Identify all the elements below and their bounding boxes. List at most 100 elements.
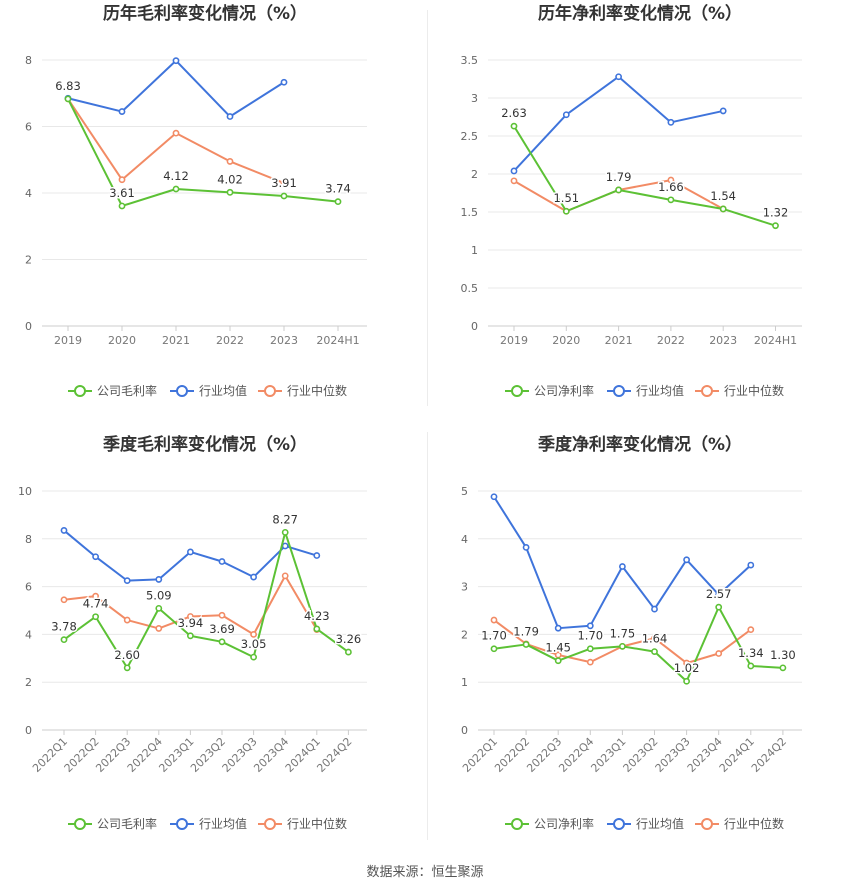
series-point-1	[250, 653, 257, 661]
series-point-3	[281, 572, 289, 580]
data-label: 1.75	[610, 626, 636, 640]
series-line-1	[513, 125, 776, 227]
data-label: 3.69	[209, 622, 235, 636]
series-point-1	[683, 677, 690, 685]
series-point-3	[226, 158, 234, 165]
data-label: 5.09	[146, 588, 172, 602]
y-tick-label: 1	[461, 676, 468, 689]
legend-item-3: 行业中位数	[258, 383, 347, 398]
data-label: 4.74	[83, 597, 109, 611]
y-tick-label: 8	[25, 54, 32, 67]
y-tick-label: 3	[461, 581, 468, 594]
y-tick-label: 4	[25, 187, 32, 200]
series-point-1	[490, 645, 498, 653]
y-tick-label: 3.5	[461, 54, 479, 67]
chart-title: 历年毛利率变化情况（%）	[103, 3, 307, 24]
series-point-1	[562, 207, 570, 215]
divider-top	[427, 10, 428, 406]
legend-label: 公司毛利率	[97, 816, 157, 831]
series-point-1	[172, 185, 180, 193]
series-point-3	[747, 626, 755, 634]
data-label: 1.30	[770, 648, 796, 662]
y-tick-label: 5	[461, 485, 468, 498]
series-line-1	[63, 531, 349, 669]
series-point-1	[155, 604, 163, 612]
series-point-3	[218, 611, 226, 619]
y-tick-label: 2	[25, 676, 32, 689]
x-tick-label: 2019	[54, 334, 82, 347]
series-point-1	[554, 657, 562, 665]
series-point-2	[683, 556, 690, 564]
series-point-1	[64, 95, 72, 103]
y-tick-label: 2.5	[461, 130, 479, 143]
data-label: 1.64	[642, 632, 668, 646]
data-label: 2.63	[501, 106, 527, 120]
series-point-1	[280, 192, 288, 200]
x-tick-label: 2020	[552, 334, 580, 347]
legend-marker	[613, 818, 625, 830]
chart-title: 季度净利率变化情况（%）	[538, 434, 742, 455]
series-line-2	[67, 59, 285, 118]
series-point-2	[747, 561, 755, 569]
series-point-1	[586, 645, 594, 653]
legend-item-1: 公司净利率	[505, 816, 594, 831]
y-tick-label: 0	[25, 724, 32, 737]
legend-label: 行业中位数	[724, 816, 784, 831]
series-point-1	[779, 664, 787, 672]
y-tick-label: 4	[25, 628, 32, 641]
chart-4: 季度净利率变化情况（%）0123452022Q12022Q22022Q32022…	[460, 434, 802, 831]
legend-item-2: 行业均值	[170, 816, 247, 831]
legend-item-2: 行业均值	[607, 816, 684, 831]
data-label: 1.70	[577, 629, 603, 643]
chart-1: 历年毛利率变化情况（%） 0 2 4 6 8 2019 2020 2021 2022 2023 202…	[25, 3, 367, 398]
series-point-3	[586, 658, 594, 666]
series-point-2	[250, 573, 257, 581]
y-tick-label: 8	[25, 533, 32, 546]
legend-marker	[264, 818, 276, 830]
y-tick-label: 0.5	[461, 282, 479, 295]
series-point-2	[60, 527, 68, 534]
y-tick-label: 2	[25, 254, 32, 267]
series-point-1	[118, 202, 126, 210]
series-point-2	[719, 107, 727, 115]
data-label: 3.94	[178, 616, 204, 630]
series-point-3	[118, 176, 126, 184]
data-label: 2.60	[114, 648, 140, 662]
x-tick-label: 2019	[500, 334, 528, 347]
series-point-2	[651, 605, 658, 613]
series-point-2	[522, 544, 530, 551]
series-point-3	[250, 631, 257, 638]
series-line-1	[67, 98, 339, 207]
data-label: 3.05	[241, 637, 267, 651]
series-point-1	[715, 603, 723, 611]
series-line-1	[493, 606, 783, 683]
series-point-3	[123, 616, 131, 624]
series-point-2	[586, 622, 594, 630]
legend-item-3: 行业中位数	[695, 383, 784, 398]
y-tick-label: 1.5	[461, 206, 479, 219]
data-label: 1.70	[481, 629, 507, 643]
series-point-3	[651, 634, 658, 642]
series-point-1	[615, 186, 622, 194]
series-point-3	[683, 659, 690, 667]
x-tick-label: 2024Q2	[749, 735, 789, 775]
legend-label: 公司毛利率	[97, 383, 157, 398]
series-point-2	[667, 118, 675, 126]
legend-marker	[701, 385, 713, 397]
y-tick-label: 2	[471, 168, 478, 181]
data-label: 1.45	[545, 641, 571, 655]
legend-label: 公司净利率	[534, 816, 594, 831]
series-point-1	[313, 625, 321, 633]
legend-item-1: 公司毛利率	[68, 816, 157, 831]
series-point-2	[619, 563, 626, 570]
series-point-1	[719, 205, 727, 213]
series-point-1	[92, 613, 99, 621]
x-tick-label: 2021	[605, 334, 633, 347]
x-tick-label: 2024H1	[754, 334, 797, 347]
series-point-2	[554, 624, 562, 632]
series-point-1	[186, 632, 194, 640]
data-label: 2.57	[706, 587, 732, 601]
y-tick-label: 0	[461, 724, 468, 737]
data-label: 1.66	[658, 180, 684, 194]
data-label: 6.83	[55, 79, 81, 93]
